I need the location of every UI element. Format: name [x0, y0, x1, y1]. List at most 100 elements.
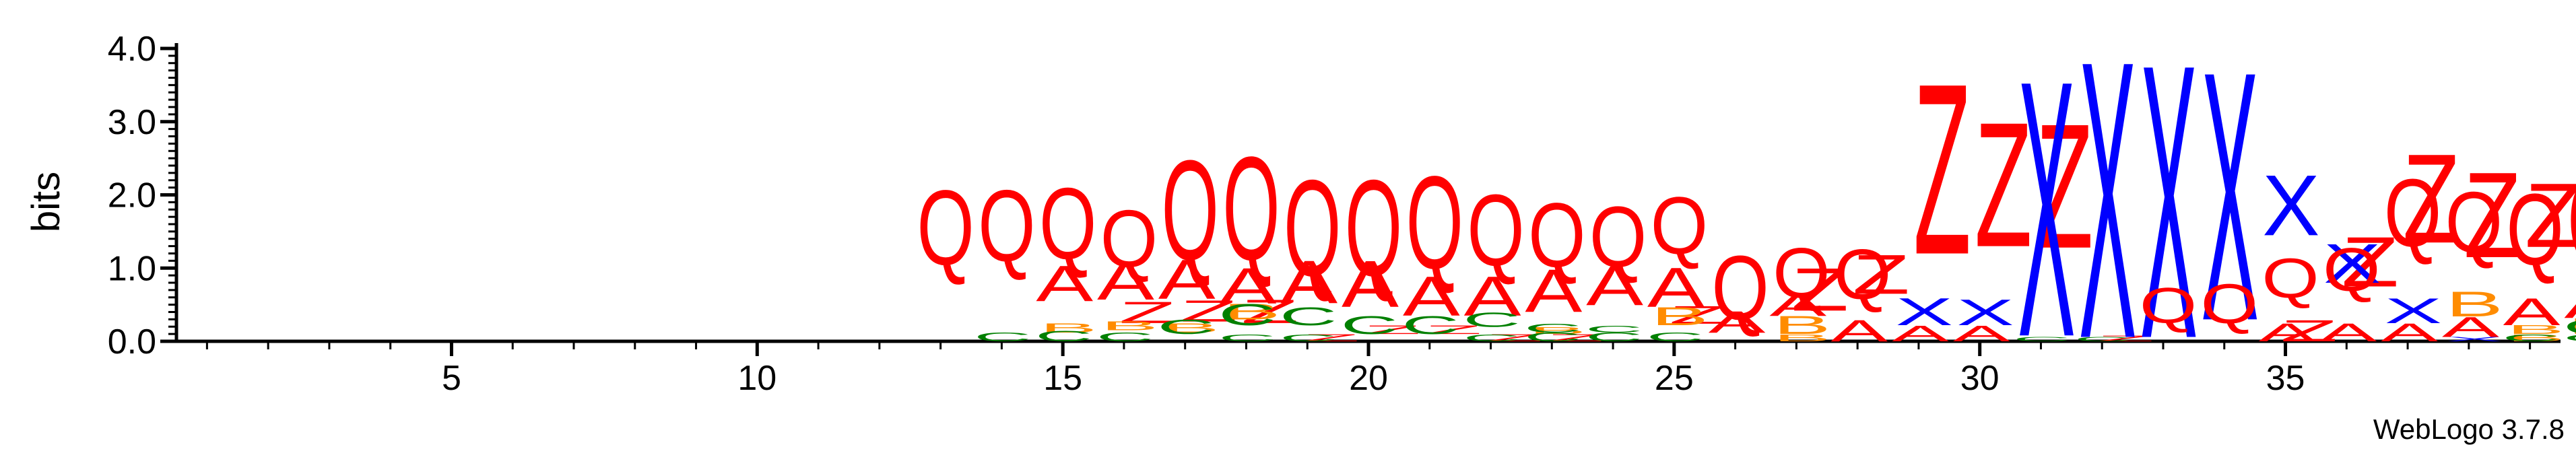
glyph-Z: Z [2525, 164, 2576, 267]
glyph-Q: Q [917, 168, 974, 287]
stack-position-17: ZX [2018, 3, 2154, 413]
glyph-Z: Z [1119, 296, 1176, 330]
glyph-C: C [2563, 316, 2576, 339]
glyph-A: A [2503, 290, 2561, 333]
x-tick-label: 20 [1349, 359, 1388, 398]
stack-position-16: AXQ Z [1834, 87, 2093, 346]
glyph-C: C [1463, 308, 1520, 331]
glyph-X: X [2446, 336, 2503, 343]
glyph-A: A [1036, 255, 1093, 312]
glyph-C: C [2563, 332, 2576, 343]
y-axis: 0.0 1.0 2.0 3.0 4.0 [108, 30, 178, 361]
x-tick-label: 25 [1655, 359, 1694, 398]
glyph-Z: Z [2402, 129, 2459, 270]
glyph-B: B [1651, 302, 1709, 331]
glyph-C: C [1647, 330, 1704, 343]
glyph-Q: Q [1100, 194, 1158, 284]
glyph-B: B [1773, 311, 1830, 339]
glyph-C: C [1585, 330, 1643, 343]
glyph-Z: Z [1363, 323, 1420, 337]
glyph-B: B [1773, 333, 1830, 344]
glyph-Q: Q [2506, 173, 2563, 286]
glyph-Q: Q [1651, 181, 1708, 271]
glyph-X: X [2385, 291, 2442, 331]
glyph-A: A [1220, 258, 1277, 314]
glyph-A: A [1769, 288, 1826, 322]
glyph-A: A [1709, 305, 1766, 339]
glyph-B: B [2507, 333, 2564, 344]
glyph-X: X [2018, 3, 2075, 413]
glyph-B: B [1162, 320, 1219, 335]
x-tick-label: 5 [442, 359, 461, 398]
glyph-Z: Z [1853, 244, 1910, 306]
glyph-A: A [1403, 265, 1460, 328]
glyph-A: A [2319, 318, 2377, 347]
glyph-A: A [2259, 318, 2316, 347]
glyph-C: C [2502, 332, 2559, 343]
glyph-X: X [2201, 0, 2258, 395]
stack-position-6: CZC AQ [1222, 126, 1482, 344]
glyph-A: A [2564, 281, 2576, 326]
stack-position-11: CC BAQ [1528, 184, 1709, 344]
glyph-Z: Z [1241, 293, 1298, 331]
stack-position-15: AX Q Z [1773, 85, 2032, 346]
x-tick-label: 35 [2266, 359, 2305, 398]
glyph-Q: Q [2445, 174, 2503, 271]
glyph-Q: Q [1589, 189, 1647, 285]
glyph-C: C [2074, 336, 2132, 343]
glyph-Q: Q [1773, 233, 1830, 313]
glyph-Q: Q [2140, 277, 2197, 334]
y-tick-label: 3.0 [108, 103, 156, 142]
glyph-X: X [2323, 232, 2381, 295]
glyph-A: A [1647, 256, 1705, 319]
glyph-Z: Z [1302, 332, 1360, 343]
glyph-Z: Z [1669, 301, 1726, 329]
glyph-A: A [1158, 248, 1216, 311]
glyph-Z: Z [2097, 334, 2154, 343]
glyph-C: C [1157, 316, 1214, 339]
glyph-X: X [2262, 158, 2319, 254]
glyph-Q: Q [2201, 273, 2258, 335]
glyph-Z: Z [1791, 255, 1849, 324]
glyph-Q: Q [2261, 247, 2319, 310]
glyph-Z: Z [1547, 332, 1604, 343]
glyph-C: C [1463, 332, 1520, 343]
glyph-A: A [2381, 318, 2438, 347]
glyph-B: B [2507, 323, 2564, 337]
glyph-C: C [1035, 328, 1092, 345]
stack-position-13: BBA ZQ [1651, 181, 1910, 344]
glyph-X: X [2140, 0, 2198, 421]
stack-position-23: AXQ Z [2261, 148, 2521, 347]
glyph-Z: Z [2036, 87, 2093, 285]
glyph-B: B [2446, 284, 2503, 324]
stack-position-14: AQ Z [1711, 33, 1971, 348]
glyph-Z: Z [2280, 314, 2338, 348]
x-tick-label: 10 [737, 359, 777, 398]
glyph-Q: Q [1406, 148, 1463, 296]
glyph-C: C [1524, 330, 1581, 343]
glyph-Q: Q [1162, 131, 1219, 289]
glyph-X: X [2079, 0, 2136, 421]
glyph-Q: Q [1345, 151, 1402, 305]
glyph-C: C [1402, 311, 1459, 339]
glyph-C: C [1280, 332, 1337, 343]
glyph-X: X [1956, 292, 2014, 333]
glyph-A: A [1342, 248, 1399, 322]
glyph-Z: Z [2342, 223, 2399, 302]
glyph-A: A [1953, 321, 2010, 346]
y-tick-label: 0.0 [108, 322, 156, 361]
x-tick-label: 15 [1043, 359, 1082, 398]
glyph-B: B [1101, 319, 1158, 333]
glyph-Q: Q [1711, 237, 1769, 339]
glyph-Z: Z [1913, 33, 1971, 306]
glyph-Q: Q [2384, 159, 2441, 267]
glyph-Q: Q [2567, 149, 2576, 292]
glyph-C: C [974, 330, 1031, 343]
glyph-Q: Q [1284, 151, 1341, 305]
glyph-B: B [1040, 320, 1097, 335]
